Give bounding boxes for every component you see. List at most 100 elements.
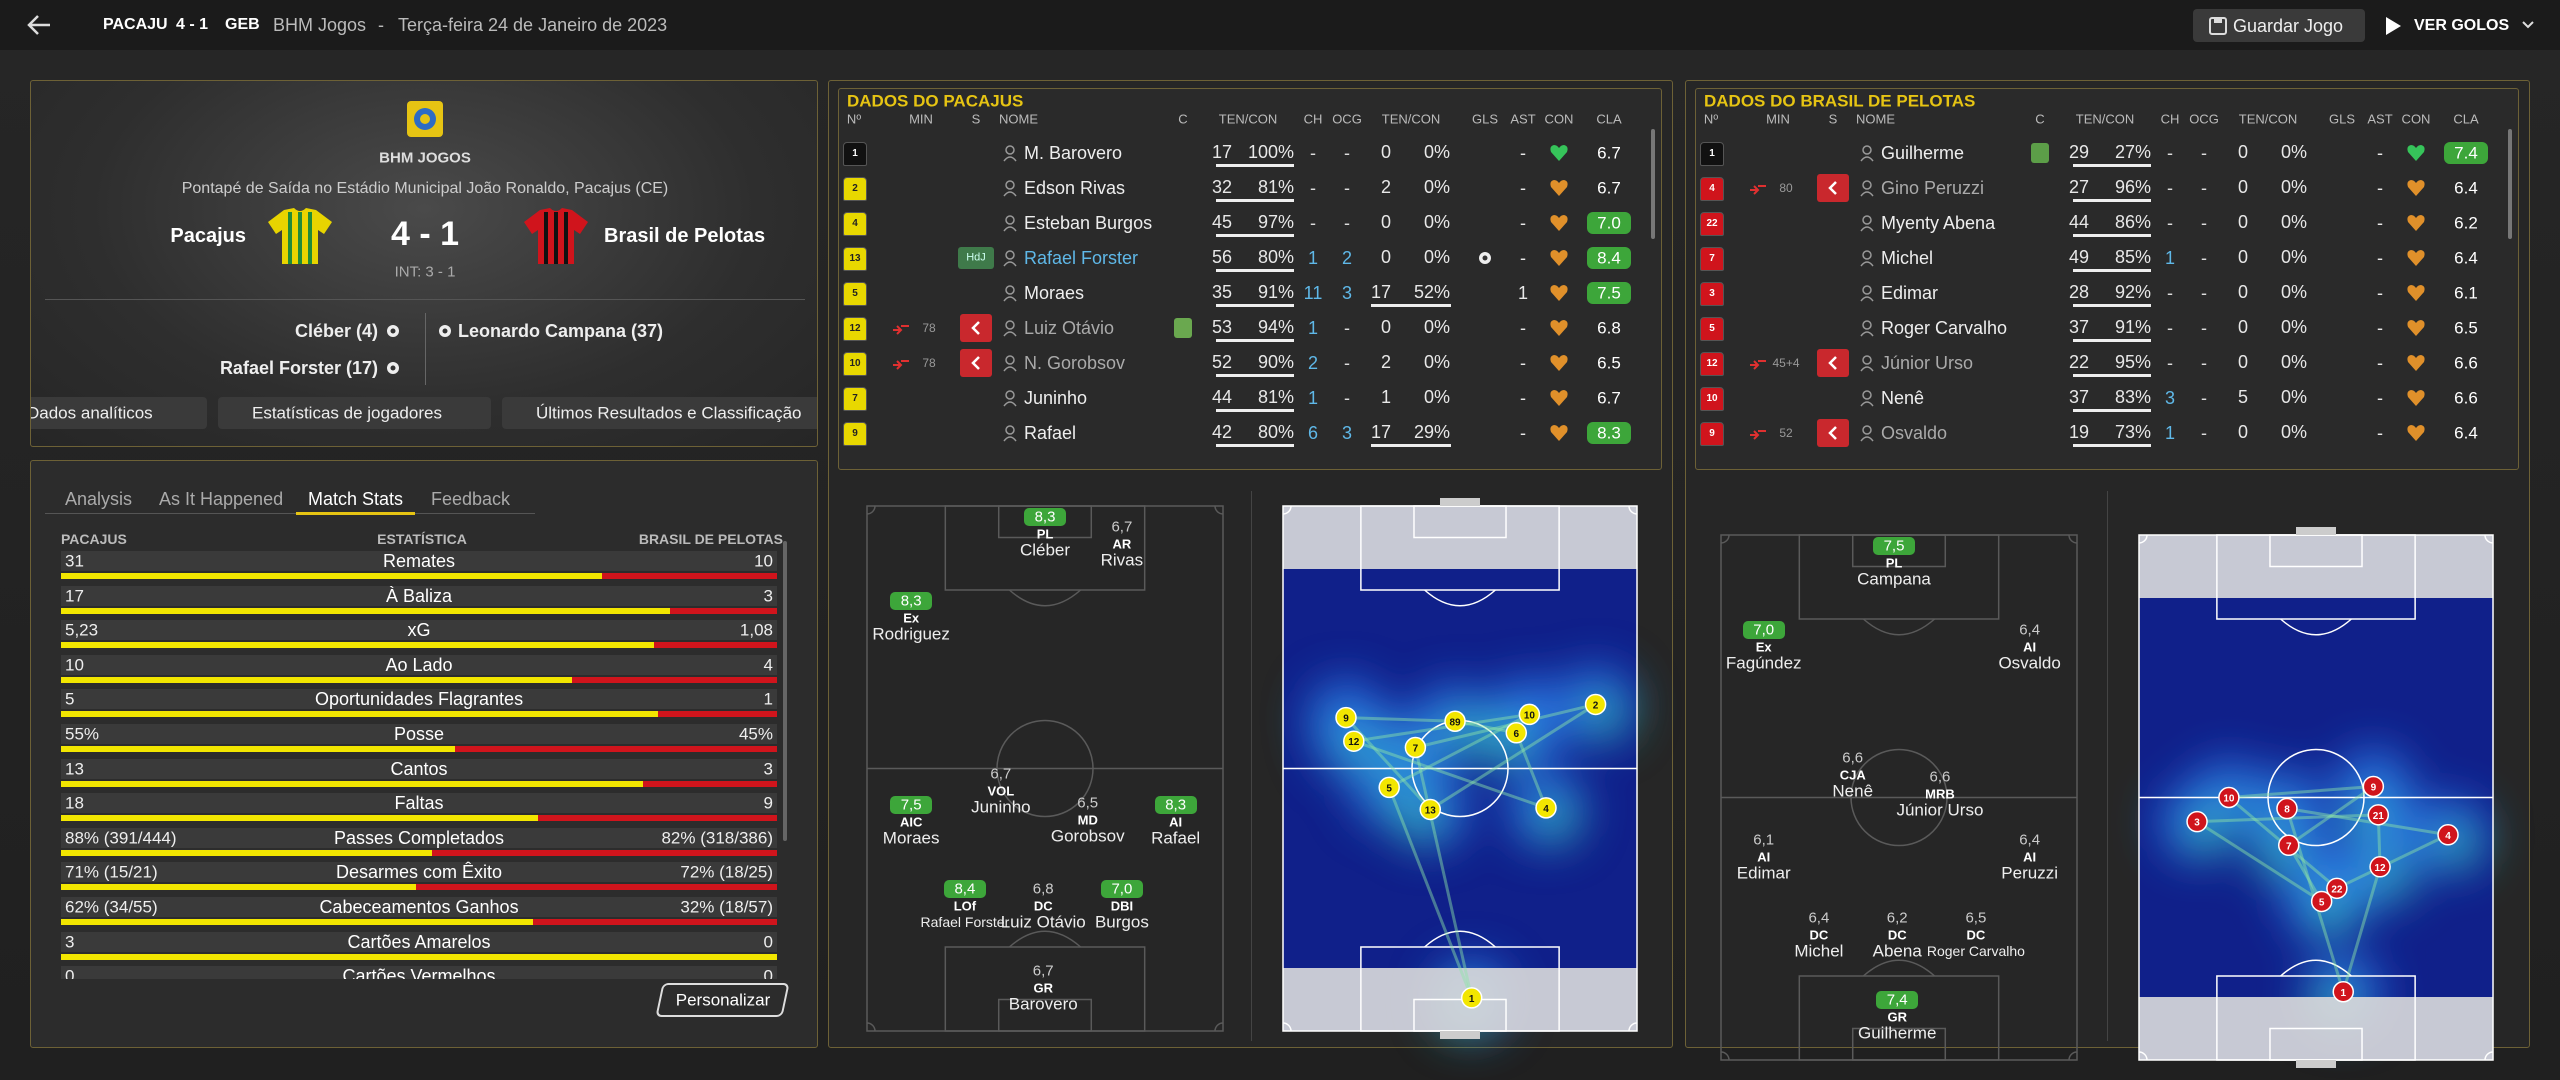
player-name[interactable]: Juninho [1024,388,1088,408]
player-name[interactable]: Edimar [1881,283,1939,303]
player-name[interactable]: Rafael Forster [920,914,1010,931]
player-name[interactable]: Edson Rivas [1024,178,1126,198]
away-scorer: Leonardo Campana (37) [458,321,664,341]
card-icon [1174,318,1192,338]
player-name[interactable]: Myenty Abena [1881,213,1996,233]
column-header: C [2035,111,2045,127]
player-name[interactable]: Rafael Forster [1024,248,1139,268]
player-name[interactable]: Michel [1881,248,1934,268]
arc-bottom [1008,930,1082,948]
player-name[interactable]: Michel [1794,941,1844,961]
body [1003,191,1017,197]
ocg: - [1344,143,1350,163]
stat-bar-home [61,815,539,822]
player-marker [2326,877,2348,900]
player-name[interactable]: Júnior Urso [1881,353,1974,373]
crosses: 0 [1380,317,1391,337]
condition-icon [1550,145,1568,161]
tab[interactable]: Feedback [431,489,511,509]
rating: 6.7 [1597,388,1621,408]
stat-label: Oportunidades Flagrantes [314,689,524,710]
player-rating: 6,4 [1798,909,1840,927]
pass-line [1353,739,1547,810]
competition-logo [407,101,443,137]
match-button[interactable]: Últimos Resultados e Classificação [502,397,817,429]
player-name[interactable]: Gorobsov [1050,826,1125,846]
player-name[interactable]: Cléber [1019,540,1071,559]
centre-circle [996,719,1094,818]
customize-button[interactable]: Personalizar [655,983,790,1017]
player-of-match-badge: HdJ [958,247,994,269]
shirt-number: 12 [849,323,861,334]
player-name[interactable]: Roger Carvalho [1881,318,2008,338]
sub-arrows [1750,430,1766,440]
pass-bar [2073,444,2151,447]
marker-number: 12 [2375,863,2387,874]
condition-icon [1550,425,1568,441]
player-name[interactable]: Juninho [971,797,1031,817]
away-team: Brasil de Pelotas [604,225,766,247]
column-header: OCG [2189,111,2219,127]
player-name[interactable]: M. Barovero [1024,143,1123,163]
player-name[interactable]: Rivas [1100,550,1144,570]
player-name[interactable]: Burgos [1094,912,1149,932]
ocg: 3 [1341,423,1353,443]
match-button[interactable]: Dados analíticos [31,397,207,429]
player-table: DADOS DO BRASIL DE PELOTAS Nº MIN S NOME C TEN… [1695,88,2519,470]
player-name[interactable]: Guilherme [1858,1023,1937,1043]
player-name[interactable]: Abena [1872,941,1922,961]
head [1005,145,1015,155]
pass-pct: 91% [2114,317,2151,337]
back-button[interactable] [26,13,52,37]
player-name[interactable]: Nenê [1832,781,1874,801]
heart [1550,250,1568,266]
player-name[interactable]: Moraes [1024,283,1085,303]
shirt-number: 12 [1706,358,1718,369]
head [1862,180,1872,190]
tab[interactable]: Analysis [65,489,133,509]
goals-button[interactable]: VER GOLOS [2380,9,2540,42]
player-name[interactable]: N. Gorobsov [1024,353,1126,373]
cross-pct: 0% [1423,177,1450,197]
player-marker [2367,804,2390,826]
cross-pct: 0% [1423,247,1450,267]
player-name[interactable]: Rodriguez [872,624,950,643]
rating: 6,7 [1111,518,1133,536]
column-header: MIN [909,111,933,127]
rating-badge: 8.3 [1587,422,1631,444]
player-name[interactable]: Luiz Otávio [1000,912,1086,932]
player-name[interactable]: Luiz Otávio [1024,318,1115,338]
player-name[interactable]: Peruzzi [2001,863,2058,882]
player-name[interactable]: Osvaldo [1998,653,2061,672]
pass-line [2341,866,2382,993]
ocg: - [1344,178,1350,198]
sub-arrows [893,325,909,335]
player-name[interactable]: Roger Carvalho [1926,943,2025,960]
stat-away: 72% (18/25) [680,862,773,882]
player-name[interactable]: Rafael [1024,423,1077,443]
match-button[interactable]: Estatísticas de jogadores [218,397,491,429]
head [1005,285,1015,295]
player-name[interactable]: Nenê [1881,388,1925,408]
save-button[interactable]: Guardar Jogo [2193,9,2365,42]
player-name[interactable]: Barovero [1008,994,1078,1014]
player-name[interactable]: Esteban Burgos [1024,213,1153,233]
tab[interactable]: As It Happened [159,489,284,509]
ch: - [1310,143,1316,163]
player-name[interactable]: Guilherme [1881,143,1965,163]
player-name[interactable]: Gino Peruzzi [1881,178,1985,198]
crosses: 2 [1380,352,1391,372]
position: PL [1036,526,1054,541]
player-name[interactable]: Osvaldo [1881,423,1948,443]
pass-bar [1216,409,1294,412]
player-name[interactable]: Edimar [1736,863,1791,882]
player-name[interactable]: Rafael [1151,828,1201,848]
player-name[interactable]: Júnior Urso [1896,800,1984,819]
stat-away: 0 [763,932,773,952]
pass-pct: 83% [2114,387,2151,407]
assists: - [1520,143,1526,163]
tab[interactable]: Match Stats [308,489,404,509]
player-name[interactable]: Fagúndez [1725,653,1802,672]
player-name[interactable]: Moraes [882,828,940,848]
player-name[interactable]: Campana [1857,569,1931,588]
